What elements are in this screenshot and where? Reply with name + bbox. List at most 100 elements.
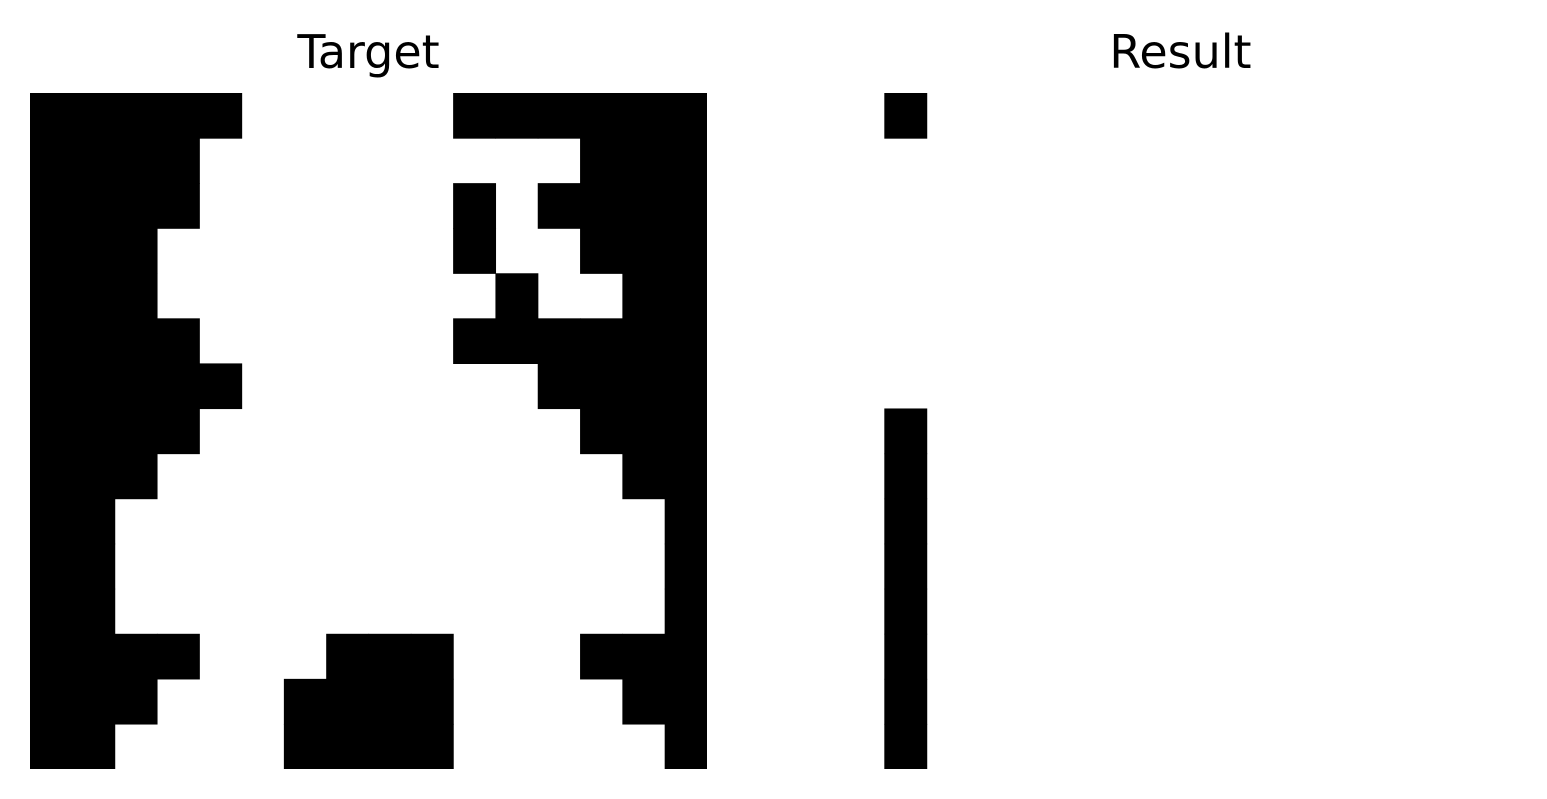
target-cell — [72, 273, 116, 319]
target-cell — [410, 633, 454, 680]
target-cell — [156, 318, 200, 364]
target-cell — [664, 183, 707, 229]
result-grid — [884, 93, 928, 769]
target-cell — [537, 183, 581, 229]
target-cell — [622, 273, 666, 319]
target-cell — [664, 408, 707, 455]
target-cell — [495, 93, 539, 139]
target-cell — [72, 228, 116, 274]
target-cell — [72, 363, 116, 410]
target-cell — [453, 228, 497, 274]
target-cell — [30, 588, 73, 635]
target-cell — [72, 498, 116, 545]
target-cell — [30, 363, 73, 410]
target-cell — [114, 273, 158, 319]
target-cell — [537, 318, 581, 364]
target-cell — [326, 723, 370, 769]
target-cell — [580, 138, 623, 184]
target-cell — [30, 723, 73, 769]
result-cell — [884, 408, 928, 455]
target-cell — [72, 138, 116, 184]
target-title: Target — [297, 25, 440, 79]
target-cell — [114, 453, 158, 500]
result-cell — [884, 723, 928, 769]
target-cell — [326, 678, 370, 725]
target-cell — [30, 183, 73, 229]
target-cell — [114, 318, 158, 364]
target-cell — [664, 678, 707, 725]
target-cell — [156, 633, 200, 680]
target-cell — [580, 318, 623, 364]
target-cell — [72, 408, 116, 455]
target-cell — [114, 678, 158, 725]
target-cell — [453, 93, 497, 139]
target-cell — [664, 453, 707, 500]
target-cell — [72, 678, 116, 725]
target-cell — [72, 588, 116, 635]
target-cell — [622, 633, 666, 680]
target-cell — [664, 318, 707, 364]
target-cell — [580, 363, 623, 410]
target-cell — [495, 318, 539, 364]
target-cell — [114, 408, 158, 455]
target-cell — [114, 228, 158, 274]
target-cell — [410, 723, 454, 769]
target-cell — [72, 183, 116, 229]
target-cell — [72, 453, 116, 500]
target-cell — [72, 633, 116, 680]
target-cell — [622, 363, 666, 410]
target-cell — [580, 228, 623, 274]
target-cell — [622, 318, 666, 364]
result-cell — [884, 453, 928, 500]
target-cell — [622, 93, 666, 139]
target-cell — [664, 228, 707, 274]
target-cell — [30, 408, 73, 455]
target-cell — [30, 498, 73, 545]
target-cell — [664, 93, 707, 139]
target-cell — [664, 588, 707, 635]
target-grid — [30, 93, 707, 769]
target-cell — [622, 138, 666, 184]
target-cell — [537, 363, 581, 410]
target-cell — [622, 228, 666, 274]
target-cell — [199, 363, 243, 410]
target-cell — [580, 633, 623, 680]
target-cell — [30, 228, 73, 274]
result-cell — [884, 588, 928, 635]
target-cell — [368, 678, 412, 725]
target-cell — [114, 183, 158, 229]
target-cell — [72, 543, 116, 590]
target-cell — [30, 633, 73, 680]
target-cell — [580, 408, 623, 455]
target-cell — [156, 363, 200, 410]
target-cell — [453, 183, 497, 229]
target-cell — [664, 273, 707, 319]
target-cell — [622, 408, 666, 455]
target-cell — [622, 183, 666, 229]
result-cell — [884, 93, 928, 139]
target-cell — [664, 543, 707, 590]
target-cell — [368, 723, 412, 769]
target-cell — [114, 363, 158, 410]
target-cell — [622, 678, 666, 725]
target-cell — [664, 723, 707, 769]
result-cell — [884, 543, 928, 590]
target-cell — [580, 183, 623, 229]
target-cell — [72, 723, 116, 769]
target-cell — [495, 273, 539, 319]
target-cell — [622, 453, 666, 500]
target-cell — [156, 138, 200, 184]
target-cell — [114, 138, 158, 184]
result-title: Result — [1109, 25, 1252, 79]
result-cell — [884, 498, 928, 545]
target-cell — [368, 633, 412, 680]
target-cell — [664, 633, 707, 680]
result-cell — [884, 678, 928, 725]
target-cell — [453, 318, 497, 364]
target-cell — [199, 93, 243, 139]
target-cell — [283, 678, 327, 725]
target-cell — [72, 318, 116, 364]
target-cell — [114, 633, 158, 680]
target-cell — [30, 93, 73, 139]
target-cell — [30, 318, 73, 364]
